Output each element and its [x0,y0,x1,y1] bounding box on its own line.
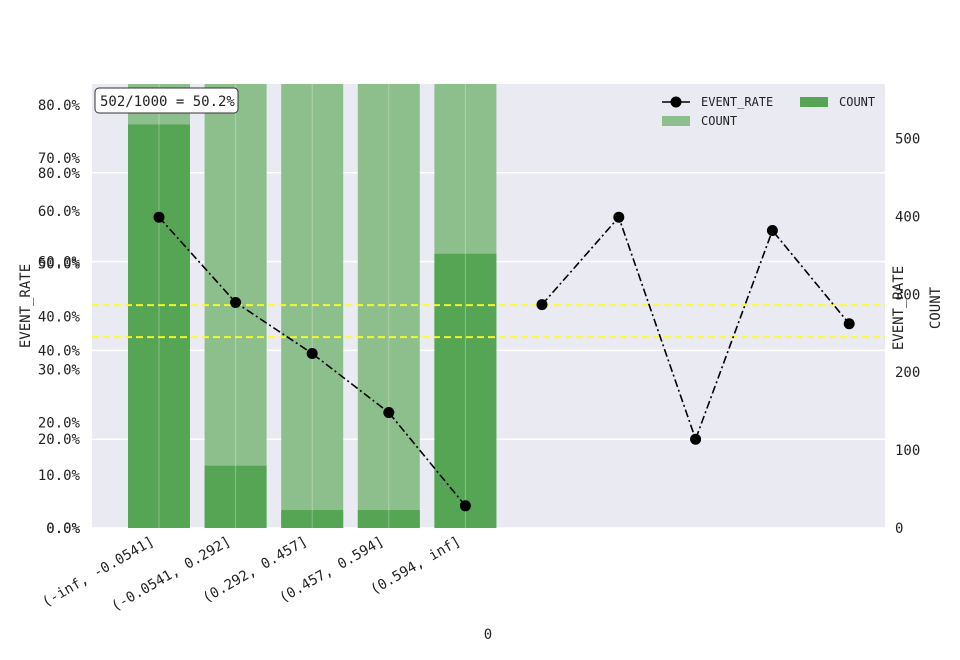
legend-bar-swatch [662,116,690,126]
left-tick-label: 80.0% [38,98,81,114]
left-tick-label: 50.0% [38,257,81,273]
threshold-lines [92,304,885,339]
left-tick-label: 20.0% [38,415,81,431]
bar-count [128,124,190,529]
event-rate-point [230,296,242,308]
left-outer-tick-label: 40.0% [38,343,81,359]
legend-label: COUNT [839,95,875,109]
event-rate-point [383,407,395,419]
left-outer-tick-label: 60.0% [38,255,81,271]
bar-count [281,510,344,528]
bar-count [204,465,267,528]
right-tick-label: 0 [895,521,903,537]
right-tick-label: 400 [895,209,920,225]
legend-label: EVENT_RATE [701,95,773,109]
legend-label: COUNT [701,114,737,128]
bar-count [357,510,420,528]
right-tick-label: 200 [895,365,920,381]
annotation-text: 502/1000 = 50.2% [100,94,235,110]
right-axis: 0 100 200 300 400 500 [895,132,920,537]
bar-count [434,253,497,528]
annotation-box: 502/1000 = 50.2% [94,87,239,114]
event-rate-right-point [843,318,855,330]
right-axis-label-event-rate: EVENT_RATE [891,266,907,350]
annotation-frame [94,87,239,114]
event-rate-point [459,500,471,512]
event-rate-right-line [541,215,850,442]
left-axis-label: EVENT_RATE [18,264,34,348]
right-tick-label: 100 [895,443,920,459]
legend-bar-swatch [800,97,828,107]
event-rate-point [153,211,165,223]
event-rate-line [158,216,467,507]
event-rate-right-point [536,299,548,311]
left-tick-label: 40.0% [38,310,81,326]
left-tick-label: 10.0% [38,468,81,484]
left-outer-tick-label: 0.0% [46,521,80,537]
legend: EVENT_RATE COUNT COUNT [662,95,875,128]
event-rate-point [306,348,318,360]
right-axis-label-count: COUNT [928,286,944,329]
x-axis: (-inf, -0.0541](-0.0541, 0.292](0.292, 0… [40,534,464,615]
event-rate-right-point [690,433,702,445]
x-axis-label: 0 [484,627,492,643]
left-tick-label: 0.0% [46,521,80,537]
event-rate-lines [153,211,855,512]
left-tick-label: 70.0% [38,151,81,167]
left-outer-tick-label: 20.0% [38,432,81,448]
left-axis: 0.0%10.0%20.0%30.0%40.0%50.0%60.0%70.0%8… [38,98,81,537]
right-tick-label: 500 [895,132,920,148]
legend-line-marker [670,96,682,108]
left-tick-label: 30.0% [38,362,81,378]
left-outer-tick-label: 80.0% [38,166,81,182]
event-rate-right-point [613,211,625,223]
right-tick-label: 300 [895,287,920,303]
left-tick-label: 60.0% [38,204,81,220]
event-rate-right-point [766,225,778,237]
